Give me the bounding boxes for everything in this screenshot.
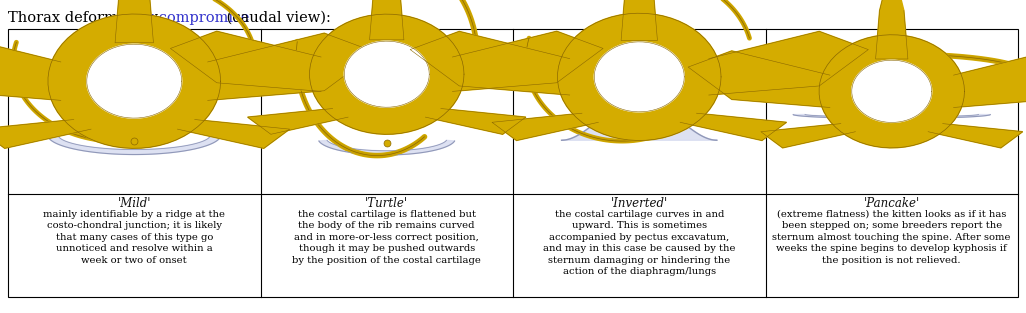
Polygon shape	[680, 113, 787, 141]
Polygon shape	[369, 0, 404, 40]
Polygon shape	[452, 31, 603, 91]
Polygon shape	[0, 120, 91, 148]
Polygon shape	[492, 113, 598, 141]
Polygon shape	[87, 44, 182, 118]
Text: (extreme flatness) the kitten looks as if it has
been stepped on; some breeders : (extreme flatness) the kitten looks as i…	[773, 210, 1011, 264]
Text: the costal cartilage curves in and
upward. This is sometimes
accompanied by pect: the costal cartilage curves in and upwar…	[543, 210, 736, 276]
Polygon shape	[688, 51, 830, 107]
Polygon shape	[310, 14, 464, 134]
Polygon shape	[557, 13, 721, 141]
Polygon shape	[247, 109, 348, 134]
Text: 'Mild': 'Mild'	[118, 197, 151, 210]
Polygon shape	[953, 51, 1026, 107]
Polygon shape	[426, 109, 526, 134]
Text: the costal cartilage is flattened but
the body of the rib remains curved
and in : the costal cartilage is flattened but th…	[292, 210, 481, 264]
Polygon shape	[793, 115, 990, 118]
Text: 'Turtle': 'Turtle'	[365, 197, 408, 210]
Polygon shape	[852, 60, 932, 122]
Polygon shape	[345, 41, 429, 107]
Text: (caudal view):: (caudal view):	[222, 11, 330, 25]
Polygon shape	[819, 35, 964, 148]
Text: lung compromise: lung compromise	[121, 11, 249, 25]
Text: 'Inverted': 'Inverted'	[610, 197, 668, 210]
Text: mainly identifiable by a ridge at the
costo-chondral junction; it is likely
that: mainly identifiable by a ridge at the co…	[43, 210, 226, 264]
Polygon shape	[410, 31, 569, 95]
Polygon shape	[0, 33, 61, 100]
Polygon shape	[177, 120, 289, 148]
Polygon shape	[621, 0, 658, 40]
Polygon shape	[207, 33, 377, 100]
Polygon shape	[875, 0, 908, 59]
Polygon shape	[48, 14, 221, 148]
Text: 'Pancake': 'Pancake'	[864, 197, 920, 210]
Polygon shape	[709, 31, 868, 95]
Polygon shape	[561, 101, 717, 140]
Polygon shape	[929, 124, 1023, 148]
Bar	[8, 29, 1018, 297]
Polygon shape	[761, 124, 856, 148]
Polygon shape	[48, 137, 220, 155]
Polygon shape	[115, 0, 154, 43]
Polygon shape	[594, 42, 684, 112]
Text: Thorax deformed by: Thorax deformed by	[8, 11, 162, 25]
Polygon shape	[319, 140, 455, 155]
Polygon shape	[170, 31, 321, 91]
